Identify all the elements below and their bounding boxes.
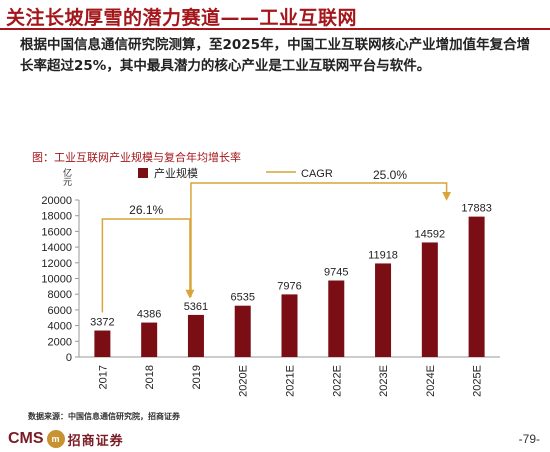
x-tick-label: 2022E bbox=[331, 365, 343, 397]
x-tick-label: 2023E bbox=[378, 365, 390, 397]
cagr-arrow-2017-2019 bbox=[101, 218, 195, 313]
cagr-arrow-2019-2025 bbox=[190, 182, 452, 297]
bar bbox=[141, 322, 158, 357]
y-tick-label: 18000 bbox=[41, 211, 72, 223]
y-tick-label: 16000 bbox=[41, 226, 72, 238]
bar bbox=[468, 216, 485, 357]
company-logo: CMS m 招商证券 bbox=[8, 429, 124, 449]
logo-text-cn: 招商证券 bbox=[67, 433, 124, 449]
logo-mark-icon: m bbox=[46, 430, 65, 448]
bar bbox=[421, 242, 438, 357]
bar bbox=[375, 263, 392, 357]
y-tick-label: 12000 bbox=[41, 258, 72, 270]
logo-text-en: CMS bbox=[8, 430, 44, 447]
bar bbox=[328, 280, 345, 357]
y-tick-label: 20000 bbox=[41, 195, 72, 207]
description-text: 根据中国信息通信研究院测算，至2025年，中国工业互联网核心产业增加值年复合增长… bbox=[20, 37, 531, 74]
y-tick-label: 14000 bbox=[41, 242, 72, 254]
y-tick-label: 2000 bbox=[48, 336, 72, 348]
data-label: 14592 bbox=[415, 228, 446, 240]
x-tick-label: 2017 bbox=[97, 365, 109, 389]
bar bbox=[234, 305, 251, 357]
x-tick-label: 2020E bbox=[238, 365, 250, 397]
title-divider bbox=[0, 28, 550, 30]
y-tick-label: 6000 bbox=[48, 305, 72, 317]
x-tick-label: 2019 bbox=[191, 365, 203, 389]
page-number: -79- bbox=[518, 432, 540, 446]
page-title: 关注长坡厚雪的潜力赛道——工业互联网 bbox=[6, 7, 358, 29]
x-tick-label: 2021E bbox=[285, 365, 297, 397]
y-tick-label: 0 bbox=[66, 352, 72, 364]
x-tick-label: 2024E bbox=[425, 365, 437, 397]
y-tick-label: 10000 bbox=[41, 274, 72, 286]
y-tick-label: 4000 bbox=[48, 321, 72, 333]
bar bbox=[281, 294, 298, 357]
legend-swatch-bar bbox=[138, 168, 148, 178]
cagr-label-1: 26.1% bbox=[129, 203, 163, 217]
legend-label-bar: 产业规模 bbox=[154, 166, 198, 180]
chart-title: 图：工业互联网产业规模与复合年均增长率 bbox=[32, 150, 241, 164]
data-label: 9745 bbox=[324, 267, 348, 279]
y-tick-label: 8000 bbox=[48, 289, 72, 301]
data-source: 数据来源：中国信息通信研究院，招商证券 bbox=[28, 412, 180, 421]
data-label: 4386 bbox=[137, 309, 161, 321]
bar bbox=[187, 314, 204, 357]
legend-label-cagr: CAGR bbox=[301, 168, 333, 180]
bar bbox=[94, 330, 111, 357]
x-tick-label: 2018 bbox=[144, 365, 156, 389]
y-axis-label: 亿元 bbox=[61, 167, 72, 187]
data-label: 17883 bbox=[461, 203, 492, 215]
data-label: 3372 bbox=[90, 317, 114, 329]
data-label: 5361 bbox=[184, 301, 208, 313]
data-label: 7976 bbox=[277, 280, 301, 292]
data-label: 11918 bbox=[368, 249, 398, 261]
data-label: 6535 bbox=[230, 292, 254, 304]
cagr-label-2: 25.0% bbox=[373, 168, 407, 182]
x-tick-label: 2025E bbox=[472, 365, 484, 397]
